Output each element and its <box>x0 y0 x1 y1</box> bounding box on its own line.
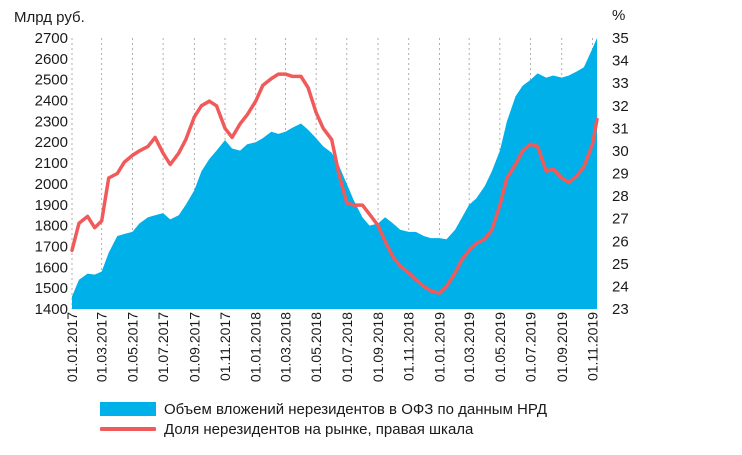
x-tick-label: 01.03.2017 <box>94 312 110 382</box>
x-tick-label: 01.11.2017 <box>217 312 233 381</box>
right-tick-label: 24 <box>612 278 629 295</box>
left-axis-ticks: 1400 1500 1600 1700 1800 1900 2000 2100 2200 2300… <box>35 30 68 318</box>
x-tick-label: 01.05.2019 <box>492 312 508 382</box>
right-tick-label: 27 <box>612 211 629 228</box>
left-tick-label: 2300 <box>35 113 68 130</box>
legend-swatch-area <box>100 402 156 416</box>
left-tick-label: 2700 <box>35 30 68 47</box>
legend-swatch-line <box>100 427 156 431</box>
right-axis-ticks: 23 24 25 26 27 28 29 30 31 32 33 34 35 <box>612 30 629 318</box>
left-tick-label: 2500 <box>35 72 68 89</box>
legend-item-line: Доля нерезидентов на рынке, правая шкала <box>100 419 547 439</box>
line-layer <box>70 72 599 295</box>
legend-label-line: Доля нерезидентов на рынке, правая шкала <box>164 420 474 438</box>
legend-label-area: Объем вложений нерезидентов в ОФЗ по дан… <box>164 400 548 418</box>
legend: Объем вложений нерезидентов в ОФЗ по дан… <box>100 399 547 439</box>
right-tick-label: 34 <box>612 53 629 70</box>
x-tick-label: 01.07.2017 <box>155 312 171 382</box>
x-tick-label: 01.05.2017 <box>124 312 140 382</box>
left-tick-label: 1500 <box>35 280 68 297</box>
right-tick-label: 23 <box>612 301 629 318</box>
x-tick-label: 01.07.2019 <box>523 312 539 382</box>
left-tick-label: 1600 <box>35 259 68 276</box>
left-tick-label: 2000 <box>35 176 68 193</box>
left-tick-label: 1800 <box>35 218 68 235</box>
series-area-nrd <box>72 38 597 309</box>
area-layer <box>72 38 597 309</box>
left-tick-label: 1400 <box>35 301 68 318</box>
x-tick-label: 01.11.2019 <box>584 312 600 381</box>
x-axis-ticks: 01.01.2017 01.03.2017 01.05.2017 01.07.2017… <box>64 312 600 382</box>
right-tick-label: 30 <box>612 143 629 160</box>
x-tick-label: 01.01.2019 <box>431 312 447 382</box>
right-tick-label: 32 <box>612 98 629 115</box>
series-line-share <box>70 72 599 295</box>
right-tick-label: 31 <box>612 120 629 137</box>
left-tick-label: 1700 <box>35 238 68 255</box>
x-tick-label: 01.03.2019 <box>461 312 477 382</box>
right-tick-label: 35 <box>612 30 629 47</box>
left-tick-label: 2200 <box>35 134 68 151</box>
left-axis-unit: Млрд руб. <box>14 9 85 26</box>
x-tick-label: 01.07.2018 <box>339 312 355 382</box>
x-tick-label: 01.01.2018 <box>248 312 264 382</box>
legend-item-area: Объем вложений нерезидентов в ОФЗ по дан… <box>100 399 547 419</box>
x-tick-label: 01.09.2019 <box>554 312 570 382</box>
left-tick-label: 2100 <box>35 155 68 172</box>
left-tick-label: 2600 <box>35 51 68 68</box>
x-tick-label: 01.09.2018 <box>370 312 386 382</box>
right-axis-unit: % <box>612 7 625 24</box>
right-tick-label: 26 <box>612 233 629 250</box>
x-tick-label: 01.05.2018 <box>308 312 324 382</box>
right-tick-label: 25 <box>612 256 629 273</box>
x-tick-label: 01.01.2017 <box>64 312 80 382</box>
right-tick-label: 29 <box>612 166 629 183</box>
right-tick-label: 33 <box>612 75 629 92</box>
x-tick-label: 01.09.2017 <box>186 312 202 382</box>
right-tick-label: 28 <box>612 188 629 205</box>
x-tick-label: 01.03.2018 <box>277 312 293 382</box>
left-tick-label: 1900 <box>35 197 68 214</box>
left-tick-label: 2400 <box>35 93 68 110</box>
x-tick-label: 01.11.2018 <box>401 312 417 381</box>
